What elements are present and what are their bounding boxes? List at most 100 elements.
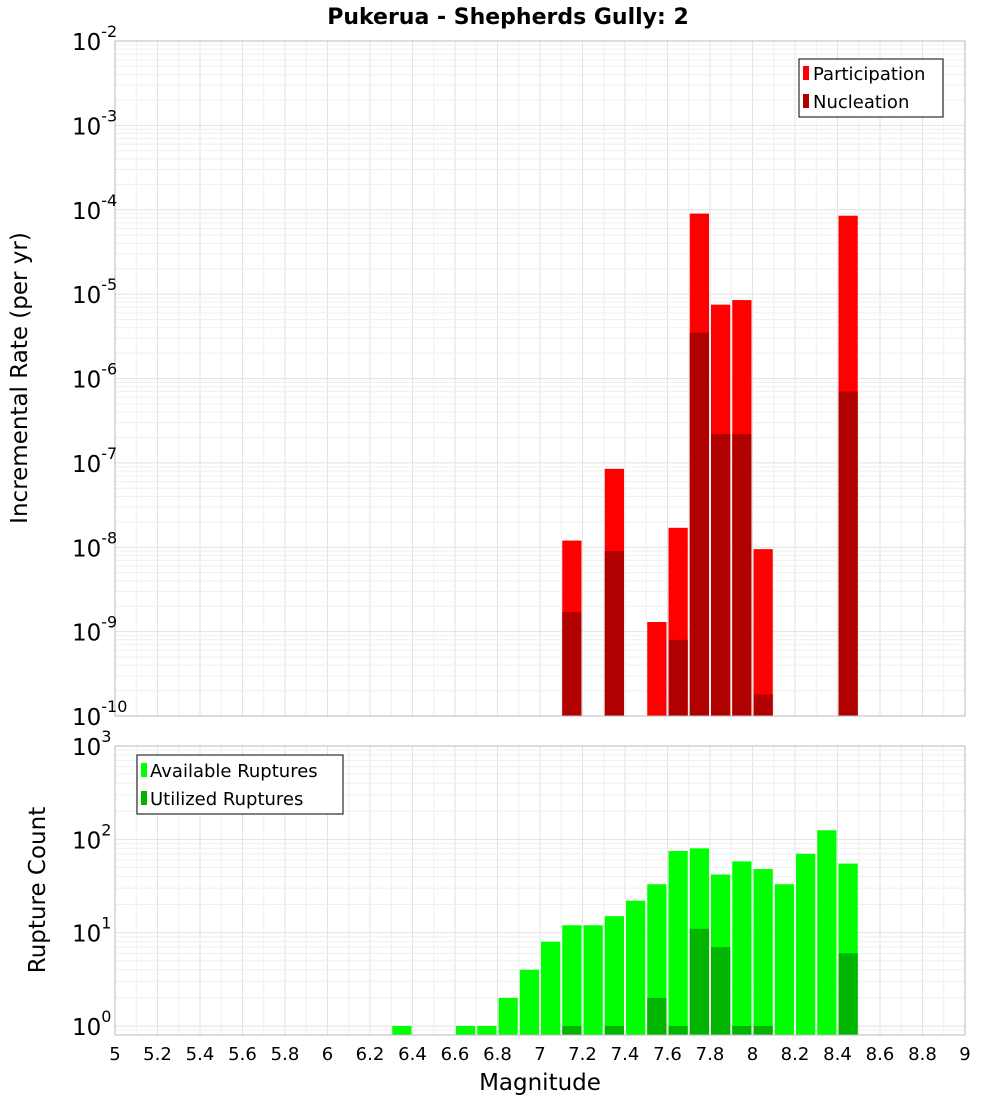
count-bar-available-ruptures-8-25 — [796, 853, 816, 1035]
count-bar-available-ruptures-6-35 — [392, 1025, 412, 1035]
rate-y-axis-title: Incremental Rate (per yr) — [7, 232, 33, 524]
rate-y-tick-exponent: -4 — [101, 191, 117, 210]
x-tick-label: 5.6 — [228, 1044, 257, 1065]
x-tick-label: 6 — [322, 1044, 333, 1065]
rate-bar-participation-7-55 — [647, 622, 667, 716]
legend-label-nucleation: Nucleation — [813, 92, 909, 113]
rate-bars — [562, 213, 858, 717]
rate-y-tick-exponent: -2 — [101, 22, 117, 41]
count-bar-available-ruptures-7-55 — [647, 884, 667, 1035]
count-y-tick-base: 10 — [72, 922, 101, 948]
count-bars — [392, 830, 858, 1035]
rate-plot-frame — [114, 40, 966, 717]
count-bar-utilized-ruptures-7-75 — [689, 928, 709, 1035]
count-bar-available-ruptures-7-45 — [626, 900, 646, 1035]
x-tick-label: 6.2 — [356, 1044, 385, 1065]
count-bar-utilized-ruptures-8-05 — [753, 1025, 773, 1035]
rate-y-tick-exponent: -8 — [101, 528, 117, 547]
x-tick-label: 9 — [959, 1044, 970, 1065]
count-bar-available-ruptures-6-65 — [456, 1025, 476, 1035]
x-tick-label: 8.2 — [781, 1044, 810, 1065]
x-tick-label: 5.8 — [271, 1044, 300, 1065]
x-tick-label: 6.4 — [398, 1044, 427, 1065]
x-tick-label: 6.6 — [441, 1044, 470, 1065]
count-bar-utilized-ruptures-7-35 — [604, 1025, 624, 1035]
count-y-tick-base: 10 — [72, 1015, 101, 1041]
rate-y-tick-exponent: -5 — [101, 275, 117, 294]
rate-bar-nucleation-7-15 — [562, 612, 582, 716]
rate-bar-nucleation-8-45 — [838, 391, 858, 716]
legend-swatch-available — [141, 763, 147, 777]
count-y-tick-label: 101 — [72, 914, 111, 948]
count-y-tick-label: 100 — [72, 1007, 111, 1041]
count-bar-available-ruptures-8-15 — [774, 884, 794, 1035]
count-y-tick-base: 10 — [72, 828, 101, 854]
count-y-tick-label: 103 — [72, 727, 111, 761]
rate-y-tick-exponent: -3 — [101, 106, 117, 125]
rate-y-tick-label: 10-7 — [72, 444, 117, 478]
x-tick-labels: 5 5.2 5.4 5.6 5.8 6 6.2 6.4 6.6 6.8 7 7.2 7.4 7.6 7.8 8… — [109, 1044, 970, 1065]
count-y-tick-exponent: 1 — [101, 914, 111, 933]
count-bar-available-ruptures-6-85 — [498, 997, 518, 1035]
rate-y-tick-base: 10 — [72, 705, 101, 731]
count-y-tick-exponent: 3 — [101, 727, 111, 746]
rate-y-tick-base: 10 — [72, 621, 101, 647]
rate-y-tick-label: 10-4 — [72, 191, 117, 225]
rate-grid — [114, 40, 966, 717]
rate-y-tick-exponent: -10 — [101, 697, 127, 716]
count-bar-available-ruptures-7-15 — [562, 925, 582, 1035]
rate-bar-nucleation-7-75 — [689, 332, 709, 716]
count-bar-available-ruptures-7-95 — [732, 861, 752, 1035]
count-bar-utilized-ruptures-7-55 — [647, 997, 667, 1035]
rate-y-tick-label: 10-10 — [72, 697, 127, 731]
count-bar-utilized-ruptures-7-85 — [711, 947, 731, 1035]
rate-y-tick-exponent: -6 — [101, 360, 117, 379]
legend-label-utilized: Utilized Ruptures — [150, 789, 303, 810]
count-bar-available-ruptures-7-25 — [583, 925, 603, 1035]
legend-swatch-nucleation — [803, 94, 809, 108]
count-bar-utilized-ruptures-8-45 — [838, 953, 858, 1035]
count-bar-available-ruptures-7-65 — [668, 850, 688, 1035]
rate-y-tick-base: 10 — [72, 283, 101, 309]
x-tick-label: 5 — [109, 1044, 120, 1065]
count-y-tick-exponent: 0 — [101, 1007, 111, 1026]
rate-y-tick-exponent: -7 — [101, 444, 117, 463]
legend-label-participation: Participation — [813, 64, 925, 85]
x-tick-label: 5.2 — [143, 1044, 172, 1065]
rate-y-tick-base: 10 — [72, 199, 101, 225]
count-y-tick-base: 10 — [72, 735, 101, 761]
rate-y-tick-label: 10-8 — [72, 528, 117, 562]
x-tick-label: 6.8 — [483, 1044, 512, 1065]
rate-bar-participation-8-05 — [753, 549, 773, 716]
rate-y-tick-label: 10-5 — [72, 275, 117, 309]
rate-bar-nucleation-7-35 — [604, 551, 624, 716]
rate-y-tick-label: 10-9 — [72, 613, 117, 647]
rate-y-tick-base: 10 — [72, 30, 101, 56]
rate-legend-box — [798, 58, 944, 118]
x-tick-label: 8.8 — [908, 1044, 937, 1065]
count-plot-frame — [114, 745, 966, 1036]
legend-label-available: Available Ruptures — [150, 761, 318, 782]
rate-y-tick-exponent: -9 — [101, 613, 117, 632]
count-bar-available-ruptures-7-35 — [604, 916, 624, 1035]
count-bar-available-ruptures-8-05 — [753, 869, 773, 1035]
legend-swatch-utilized — [141, 791, 147, 805]
x-tick-label: 7.6 — [653, 1044, 682, 1065]
x-tick-label: 8.6 — [866, 1044, 895, 1065]
rate-bar-nucleation-7-95 — [732, 433, 752, 716]
x-tick-label: 8 — [747, 1044, 758, 1065]
legend-swatch-participation — [803, 66, 809, 80]
x-tick-label: 7.8 — [696, 1044, 725, 1065]
rate-y-tick-base: 10 — [72, 536, 101, 562]
rate-y-tick-label: 10-3 — [72, 106, 117, 140]
chart-title: Pukerua - Shepherds Gully: 2 — [327, 5, 689, 30]
rate-y-tick-label: 10-2 — [72, 22, 117, 56]
rate-legend: Participation Nucleation — [798, 58, 944, 118]
rate-bar-nucleation-7-85 — [711, 433, 731, 716]
rate-y-tick-label: 10-6 — [72, 360, 117, 394]
